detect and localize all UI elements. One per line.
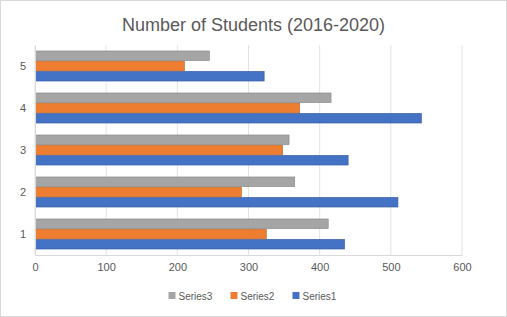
series-bars xyxy=(35,51,331,229)
bar xyxy=(35,197,398,207)
plot-area: 0 100 200 300 400 500 600 1 2 3 4 5 xyxy=(20,45,472,273)
x-tick-label: 200 xyxy=(169,261,187,273)
bar xyxy=(35,187,241,197)
x-tick: 0 xyxy=(32,255,38,273)
bars xyxy=(35,51,421,249)
grid-line xyxy=(462,45,463,255)
legend-item: Series2 xyxy=(231,291,275,302)
x-axis: 0 100 200 300 400 500 600 xyxy=(32,255,471,273)
bar xyxy=(35,103,300,113)
legend-item: Series3 xyxy=(169,291,213,302)
x-tick: 500 xyxy=(382,255,400,273)
grid-line xyxy=(35,45,36,255)
y-axis: 1 2 3 4 5 xyxy=(20,46,36,256)
bar xyxy=(35,51,209,61)
y-tick-label: 2 xyxy=(20,186,26,198)
grid xyxy=(35,45,462,255)
y-tick: 1 xyxy=(20,228,35,240)
bar xyxy=(35,113,421,123)
bar xyxy=(35,177,295,187)
x-tick: 200 xyxy=(169,255,187,273)
y-tick: 3 xyxy=(20,144,35,156)
bar xyxy=(35,219,328,229)
bar xyxy=(35,229,266,239)
y-tick: 2 xyxy=(20,186,35,198)
bar xyxy=(35,61,184,71)
y-axis-line xyxy=(35,46,36,256)
legend-swatch xyxy=(293,292,300,299)
x-tick-label: 500 xyxy=(382,261,400,273)
bar xyxy=(35,145,283,155)
legend-swatch xyxy=(169,292,176,299)
x-tick: 400 xyxy=(311,255,329,273)
bar xyxy=(35,93,331,103)
y-tick-label: 4 xyxy=(20,102,26,114)
y-tick: 4 xyxy=(20,102,35,114)
legend-label: Series2 xyxy=(241,291,275,302)
bar xyxy=(35,155,348,165)
grid-line xyxy=(390,45,391,255)
x-tick: 300 xyxy=(240,255,258,273)
x-tick-label: 400 xyxy=(311,261,329,273)
legend: Series3 Series2 Series1 xyxy=(169,291,337,302)
series-bars xyxy=(35,61,300,239)
chart-border xyxy=(1,1,507,317)
series-bars xyxy=(35,71,421,249)
x-tick-label: 300 xyxy=(240,261,258,273)
y-tick-label: 3 xyxy=(20,144,26,156)
legend-label: Series3 xyxy=(179,291,213,302)
x-tick-label: 0 xyxy=(32,261,38,273)
y-tick-label: 1 xyxy=(20,228,26,240)
x-tick-label: 100 xyxy=(97,261,115,273)
y-tick: 5 xyxy=(20,60,35,72)
x-tick-label: 600 xyxy=(453,261,471,273)
legend-item: Series1 xyxy=(293,291,337,302)
x-tick: 600 xyxy=(453,255,471,273)
chart-title: Number of Students (2016-2020) xyxy=(122,15,385,35)
legend-swatch xyxy=(231,292,238,299)
bar xyxy=(35,135,289,145)
bar xyxy=(35,239,345,249)
legend-label: Series1 xyxy=(303,291,337,302)
y-tick-label: 5 xyxy=(20,60,26,72)
x-tick: 100 xyxy=(97,255,115,273)
x-axis-line xyxy=(36,255,463,256)
chart: Number of Students (2016-2020) 0 100 200 300… xyxy=(0,0,507,317)
bar xyxy=(35,71,264,81)
